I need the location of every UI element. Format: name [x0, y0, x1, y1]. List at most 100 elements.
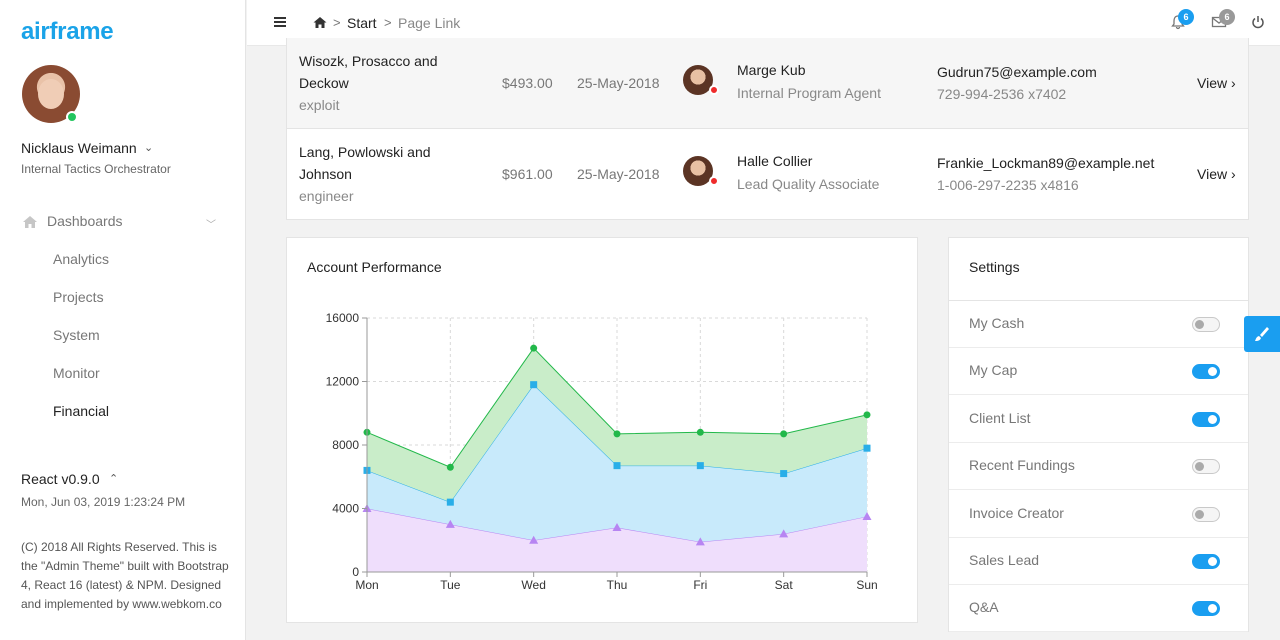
data-point	[863, 411, 871, 419]
setting-row: Q&A	[949, 585, 1248, 633]
data-point	[613, 430, 621, 438]
data-point	[696, 462, 704, 470]
x-tick-label: Sat	[775, 578, 794, 592]
contact-name: Marge Kub	[737, 62, 806, 78]
contact-title: Lead Quality Associate	[737, 176, 880, 192]
data-point	[862, 511, 872, 520]
hamburger-icon[interactable]	[274, 17, 286, 27]
contact-email[interactable]: Gudrun75@example.com	[937, 64, 1097, 80]
view-link[interactable]: View ›	[1197, 166, 1236, 182]
user-avatar[interactable]	[22, 65, 80, 123]
setting-row: Recent Fundings	[949, 443, 1248, 491]
setting-row: My Cash	[949, 301, 1248, 348]
breadcrumb-page: Page Link	[398, 15, 461, 31]
data-point	[529, 535, 539, 544]
home-icon[interactable]	[313, 16, 327, 29]
settings-title: Settings	[969, 259, 1020, 275]
setting-toggle[interactable]	[1192, 411, 1220, 427]
setting-label: Q&A	[969, 599, 999, 616]
user-name[interactable]: Nicklaus Weimann	[21, 140, 137, 156]
data-point	[446, 463, 454, 471]
setting-label: Client List	[969, 409, 1031, 426]
setting-toggle[interactable]	[1192, 317, 1220, 332]
setting-row: Invoice Creator	[949, 491, 1248, 538]
setting-label: Invoice Creator	[969, 504, 1064, 521]
x-tick-label: Thu	[607, 578, 628, 592]
sidebar-item-analytics[interactable]: Analytics	[53, 251, 110, 267]
series-area	[367, 508, 867, 572]
sidebar-item-dashboards[interactable]: Dashboards	[47, 213, 123, 229]
data-point	[696, 428, 704, 436]
data-point	[780, 430, 788, 438]
footer-copyright: (C) 2018 All Rights Reserved. This is th…	[21, 540, 229, 611]
divider	[949, 300, 1248, 301]
chart-title: Account Performance	[307, 259, 442, 275]
data-point	[530, 381, 538, 389]
paintbrush-icon	[1255, 327, 1269, 341]
setting-toggle[interactable]	[1192, 459, 1220, 475]
account-performance-card: Account Performance 0 4000 8000 12000 16000 M…	[286, 237, 918, 623]
contact-email[interactable]: Frankie_Lockman89@example.net	[937, 155, 1155, 171]
x-tick-label: Wed	[521, 578, 545, 592]
contact-phone: 729-994-2536 x7402	[937, 86, 1067, 102]
footer-datetime: Mon, Jun 03, 2019 1:23:24 PM	[21, 495, 186, 509]
company-name: Lang, Powlowski and Johnson	[299, 144, 431, 182]
online-status-dot	[66, 111, 78, 123]
setting-label: Sales Lead	[969, 552, 1040, 568]
y-tick-label: 0	[352, 565, 359, 579]
sidebar-item-system[interactable]: System	[53, 327, 100, 343]
contact-title: Internal Program Agent	[737, 85, 881, 101]
data-point	[613, 462, 621, 470]
company-role: engineer	[299, 188, 354, 204]
power-icon[interactable]	[1250, 14, 1266, 30]
data-point	[530, 344, 538, 352]
setting-toggle[interactable]	[1192, 506, 1220, 522]
series-area	[367, 384, 867, 542]
amount: $961.00	[502, 166, 553, 182]
setting-row: My Cap	[949, 348, 1248, 396]
sidebar-item-monitor[interactable]: Monitor	[53, 365, 100, 381]
data-point	[446, 498, 454, 506]
breadcrumb-start[interactable]: Start	[347, 15, 377, 31]
setting-toggle[interactable]	[1192, 601, 1220, 617]
table-row: Wisozk, Prosacco and Deckow exploit $493…	[287, 38, 1248, 129]
status-dot	[709, 176, 719, 186]
user-role: Internal Tactics Orchestrator	[21, 162, 171, 176]
data-point	[863, 444, 871, 452]
company-name: Wisozk, Prosacco and Deckow	[299, 53, 438, 91]
account-performance-chart: 0 4000 8000 12000 16000 Mon Tue Wed Thu Fri Sat Sun	[326, 311, 878, 592]
x-tick-label: Mon	[355, 578, 378, 592]
notification-badge: 6	[1178, 9, 1194, 25]
brand-logo[interactable]: airframe	[21, 18, 114, 45]
chevron-down-icon[interactable]: ﹀	[206, 220, 216, 231]
chevron-down-icon[interactable]: ⌄	[144, 142, 154, 154]
version-label[interactable]: React v0.9.0	[21, 471, 100, 487]
data-point	[445, 519, 455, 528]
date: 25-May-2018	[577, 75, 660, 91]
avatar	[683, 156, 713, 186]
sidebar-item-projects[interactable]: Projects	[53, 289, 104, 305]
contact-phone: 1-006-297-2235 x4816	[937, 177, 1079, 193]
theme-customizer-button[interactable]	[1244, 316, 1280, 352]
date: 25-May-2018	[577, 166, 660, 182]
company-role: exploit	[299, 97, 340, 113]
contact-name: Halle Collier	[737, 153, 813, 169]
setting-toggle[interactable]	[1192, 554, 1220, 569]
table-row: Lang, Powlowski and Johnson engineer $96…	[287, 129, 1248, 220]
chevron-up-icon[interactable]: ⌃	[109, 473, 119, 485]
series-area	[367, 348, 867, 503]
y-tick-label: 8000	[332, 438, 359, 452]
setting-label: Recent Fundings	[969, 457, 1075, 474]
sidebar-item-financial[interactable]: Financial	[53, 403, 110, 419]
breadcrumb-separator: >	[333, 15, 341, 30]
x-tick-label: Tue	[440, 578, 461, 592]
y-tick-label: 16000	[326, 311, 360, 325]
setting-toggle[interactable]	[1192, 364, 1220, 380]
view-link[interactable]: View ›	[1197, 75, 1236, 91]
home-icon	[23, 216, 37, 228]
breadcrumb-separator: >	[384, 15, 392, 30]
data-point	[612, 523, 622, 532]
sidebar: airframe Nicklaus Weimann ⌄ Internal Tac…	[0, 0, 246, 640]
y-tick-label: 12000	[326, 375, 360, 389]
avatar	[683, 65, 713, 95]
